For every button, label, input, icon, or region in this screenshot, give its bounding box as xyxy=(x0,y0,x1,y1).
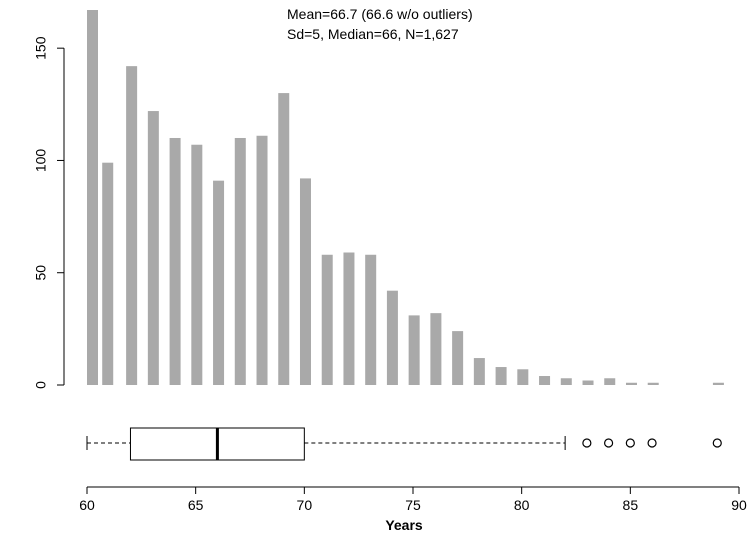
bar xyxy=(539,376,551,385)
x-tick-label: 90 xyxy=(731,497,747,513)
x-axis-label: Years xyxy=(385,517,423,533)
annotation: Mean=66.7 (66.6 w/o outliers) Sd=5, Medi… xyxy=(287,6,473,42)
x-tick-label: 75 xyxy=(405,497,421,513)
bar xyxy=(343,252,355,385)
bar xyxy=(299,178,311,385)
y-tick-label: 100 xyxy=(33,149,49,173)
outlier-point xyxy=(603,438,614,448)
y-tick-label: 0 xyxy=(33,381,49,389)
bar xyxy=(102,162,114,385)
outlier-point xyxy=(625,438,635,448)
bar xyxy=(213,180,225,385)
bar xyxy=(647,382,659,385)
x-tick-label: 80 xyxy=(514,497,530,513)
bar xyxy=(321,254,333,385)
y-tick-label: 150 xyxy=(33,36,49,60)
x-tick-label: 85 xyxy=(623,497,639,513)
bar xyxy=(473,358,485,385)
bar xyxy=(625,382,637,385)
x-tick-label: 65 xyxy=(188,497,204,513)
bar xyxy=(191,144,203,385)
outlier-point xyxy=(582,438,592,448)
boxplot xyxy=(86,427,722,461)
bar xyxy=(517,369,529,385)
bar xyxy=(234,137,246,385)
bar xyxy=(126,66,138,385)
y-tick-label: 50 xyxy=(33,265,49,281)
bar xyxy=(169,137,181,385)
bar xyxy=(365,254,377,385)
x-tick-label: 70 xyxy=(297,497,313,513)
bar xyxy=(87,10,98,385)
annotation-line: Mean=66.7 (66.6 w/o outliers) xyxy=(287,6,473,22)
bar xyxy=(408,315,420,385)
bars-layer xyxy=(87,10,724,386)
bar xyxy=(452,331,464,385)
bar xyxy=(712,382,724,385)
bar xyxy=(582,380,594,385)
x-tick-label: 60 xyxy=(79,497,95,513)
x-axis: 60 65 70 75 80 85 90 xyxy=(79,486,747,513)
outlier-point xyxy=(712,438,722,448)
y-axis: 0 50 100 150 xyxy=(33,36,65,389)
bar xyxy=(278,93,290,385)
annotation-line: Sd=5, Median=66, N=1,627 xyxy=(287,26,459,42)
bar xyxy=(495,367,507,385)
bar xyxy=(604,378,616,385)
bar xyxy=(430,313,442,385)
outlier-point xyxy=(647,438,657,448)
bar xyxy=(560,378,572,385)
bar xyxy=(386,290,398,385)
bar xyxy=(256,135,268,385)
bar xyxy=(147,111,159,386)
